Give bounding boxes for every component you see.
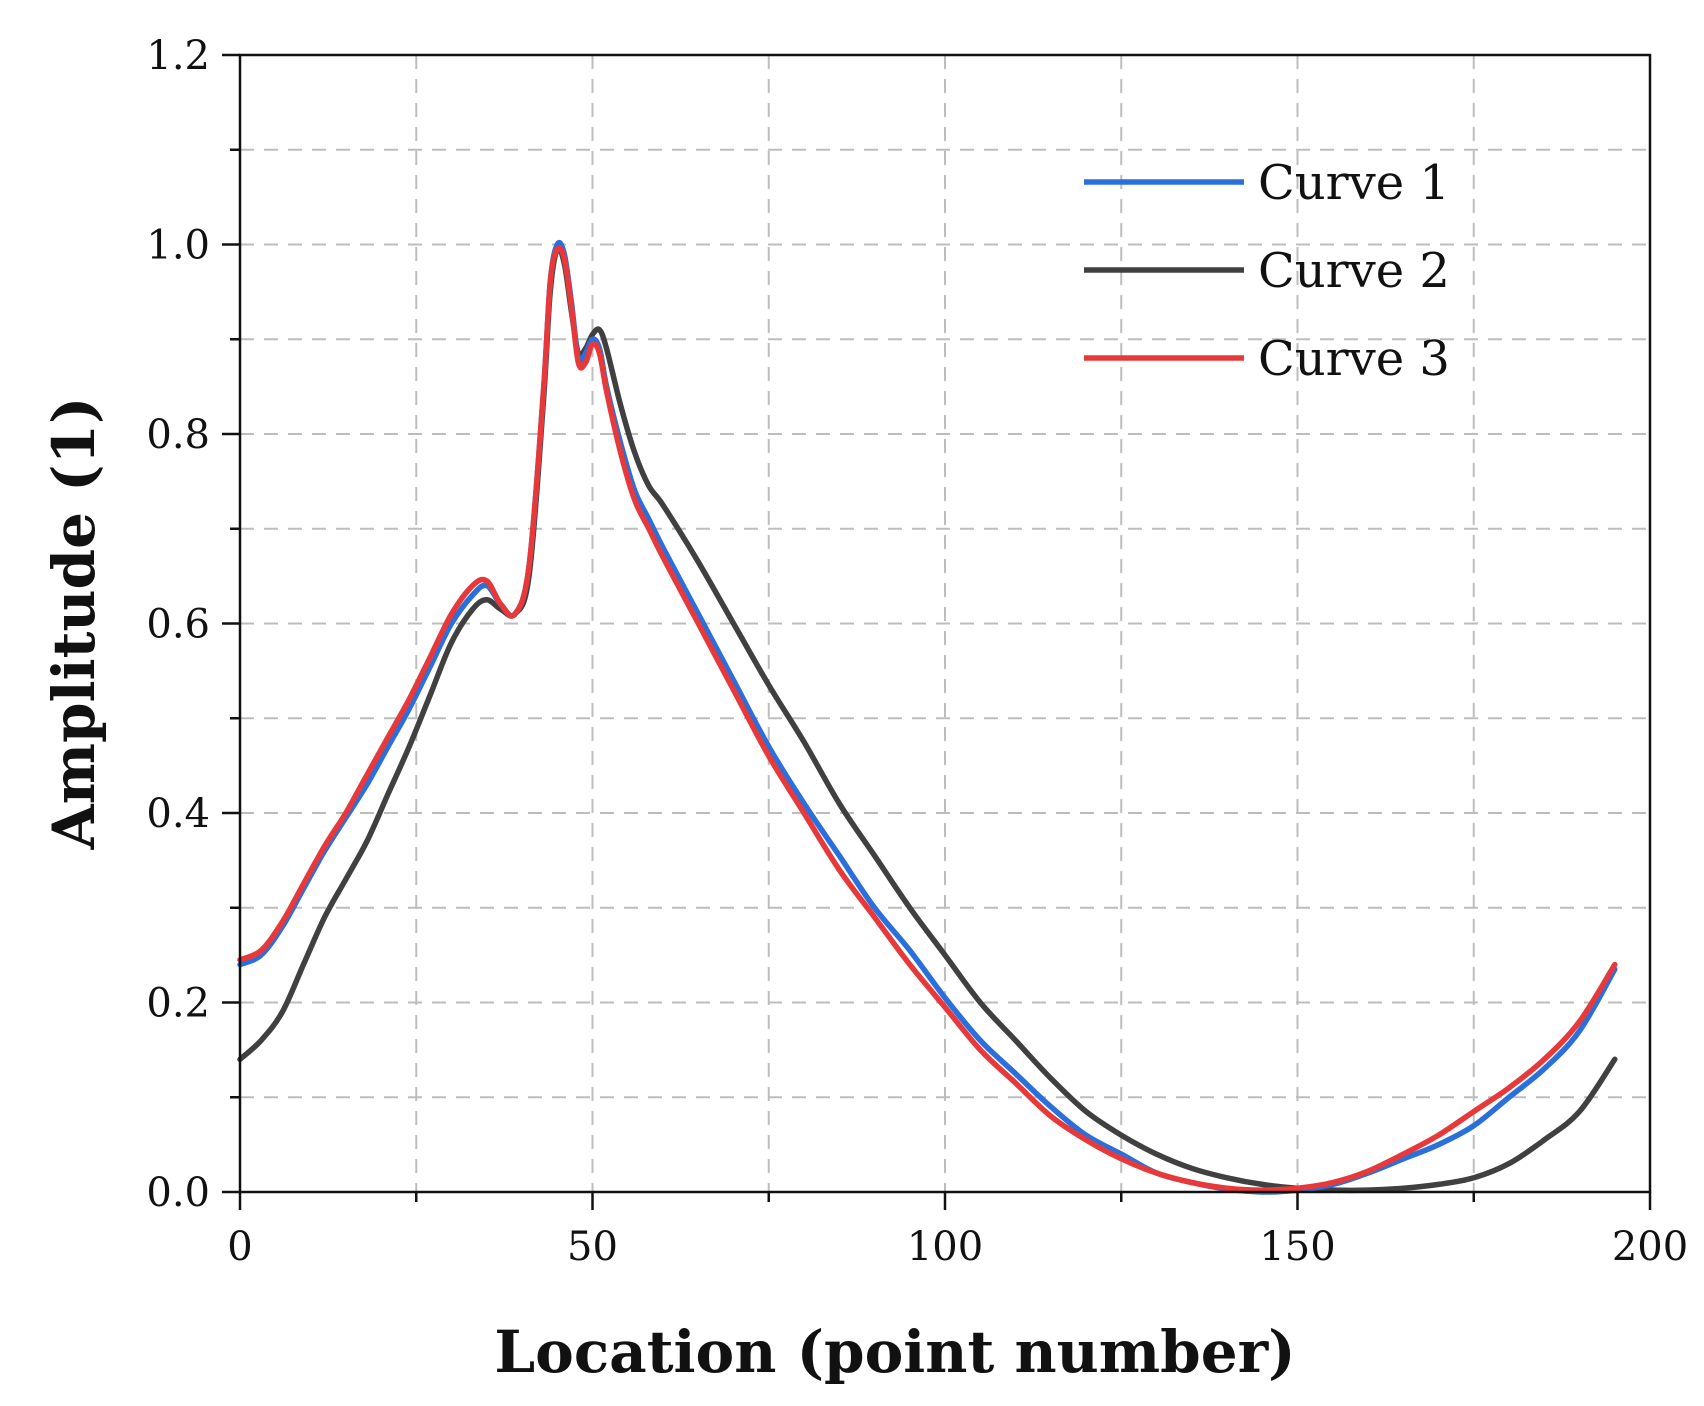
grid bbox=[240, 55, 1650, 1192]
x-tick-label: 100 bbox=[907, 1224, 983, 1270]
legend-label-curve-1: Curve 1 bbox=[1258, 155, 1450, 211]
series-line-curve-2 bbox=[237, 245, 1618, 1194]
x-tick-label: 200 bbox=[1612, 1224, 1688, 1270]
legend: Curve 1 Curve 2 Curve 3 bbox=[1084, 155, 1450, 387]
x-tick-label: 150 bbox=[1259, 1224, 1335, 1270]
y-axis-title: Amplitude (1) bbox=[40, 397, 108, 851]
y-tick-label: 0.0 bbox=[146, 1170, 210, 1216]
y-tick-label: 0.2 bbox=[146, 981, 210, 1027]
y-tick-label: 0.6 bbox=[146, 602, 210, 648]
series-line-curve-3 bbox=[237, 244, 1618, 1193]
axis-ticks bbox=[222, 53, 1652, 1210]
x-tick-label: 50 bbox=[567, 1224, 618, 1270]
y-tick-label: 1.0 bbox=[146, 223, 210, 269]
legend-label-curve-2: Curve 2 bbox=[1258, 243, 1450, 299]
tick-labels: 0 50 100 150 200 0.0 0.2 0.4 0.6 0.8 1.0 1.2 bbox=[146, 33, 1688, 1270]
y-tick-label: 0.8 bbox=[146, 412, 210, 458]
x-axis-title: Location (point number) bbox=[494, 1318, 1295, 1386]
legend-label-curve-3: Curve 3 bbox=[1258, 331, 1450, 387]
x-tick-label: 0 bbox=[227, 1224, 252, 1270]
y-tick-label: 1.2 bbox=[146, 33, 210, 79]
y-tick-label: 0.4 bbox=[146, 791, 210, 837]
